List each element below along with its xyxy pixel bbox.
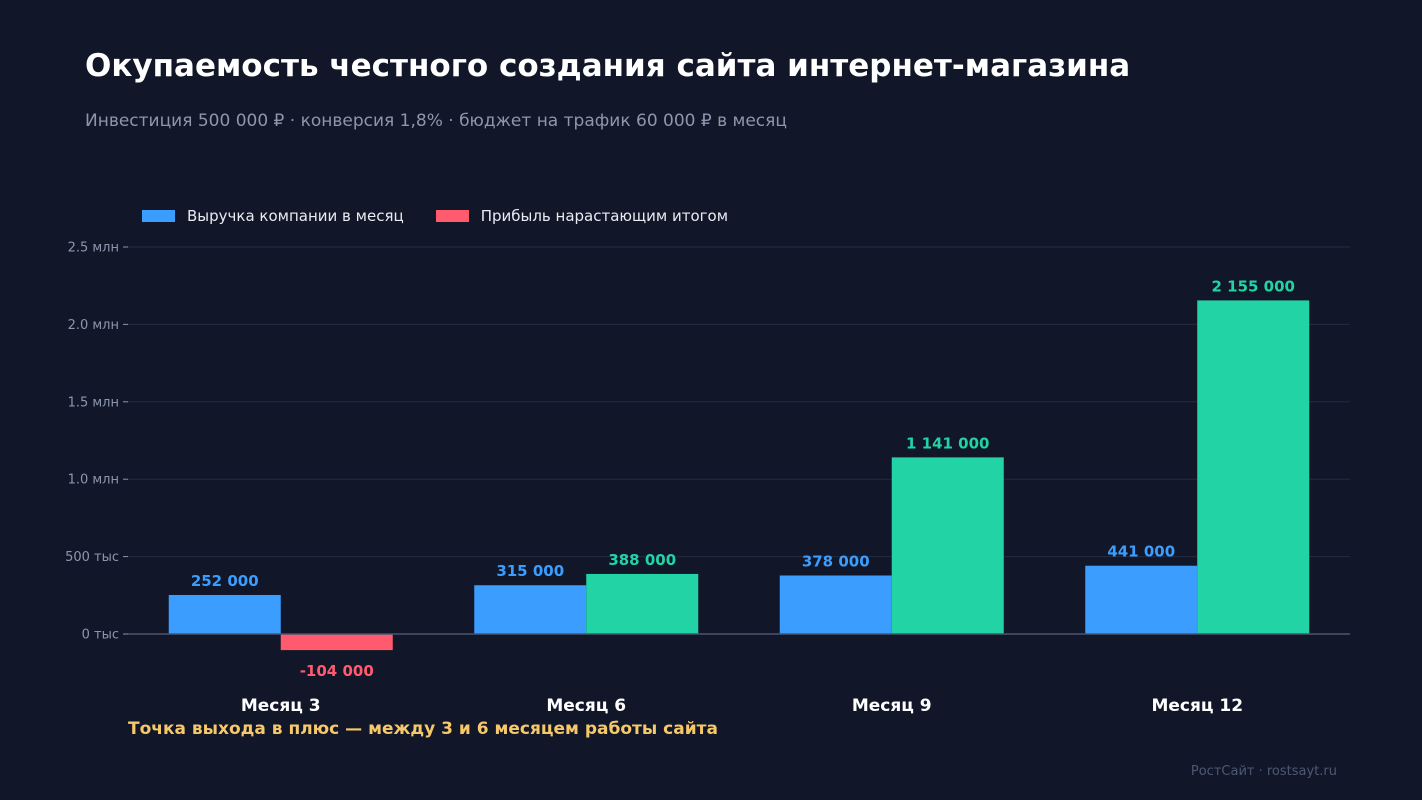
chart-subtitle: Инвестиция 500 000 ₽ · конверсия 1,8% · … [85, 111, 787, 131]
bar-profit [280, 634, 393, 651]
legend: Выручка компании в месяц Прибыль нараста… [142, 207, 760, 225]
legend-label-profit: Прибыль нарастающим итогом [480, 207, 729, 225]
legend-label-revenue: Выручка компании в месяц [187, 207, 404, 225]
legend-item-revenue: Выручка компании в месяц [142, 207, 404, 225]
x-category-label: Месяц 3 [241, 696, 321, 716]
data-label-revenue: 315 000 [496, 562, 564, 580]
data-label-profit: 388 000 [608, 551, 676, 569]
y-tick-label: 2.0 млн [68, 318, 119, 333]
x-category-label: Месяц 9 [852, 696, 932, 716]
chart-title: Окупаемость честного создания сайта инте… [85, 48, 1131, 84]
y-tick-label: 500 тыс [65, 550, 119, 565]
data-label-profit: -104 000 [300, 662, 374, 680]
breakeven-note: Точка выхода в плюс — между 3 и 6 месяце… [128, 719, 718, 739]
data-label-profit: 1 141 000 [906, 434, 990, 452]
data-label-revenue: 378 000 [802, 552, 870, 570]
bar-revenue [779, 575, 892, 634]
bar-profit [586, 573, 699, 634]
x-category-label: Месяц 12 [1151, 696, 1243, 716]
y-tick-label: 1.5 млн [68, 395, 119, 410]
x-category-label: Месяц 6 [546, 696, 626, 716]
bar-profit [1197, 300, 1310, 634]
data-label-profit: 2 155 000 [1211, 277, 1295, 295]
y-tick-label: 0 тыс [82, 628, 119, 643]
legend-swatch-revenue [142, 210, 175, 222]
legend-item-profit: Прибыль нарастающим итогом [435, 207, 729, 225]
y-tick-label: 2.5 млн [68, 241, 119, 256]
bar-revenue [168, 594, 281, 634]
bar-revenue [1085, 565, 1198, 634]
bar-revenue [474, 585, 587, 634]
footer-credit: РостСайт · rostsayt.ru [1190, 764, 1337, 779]
y-tick-label: 1.0 млн [68, 473, 119, 488]
bar-profit [891, 457, 1004, 634]
data-label-revenue: 252 000 [191, 572, 259, 590]
legend-swatch-profit [435, 210, 469, 222]
data-label-revenue: 441 000 [1107, 543, 1175, 561]
